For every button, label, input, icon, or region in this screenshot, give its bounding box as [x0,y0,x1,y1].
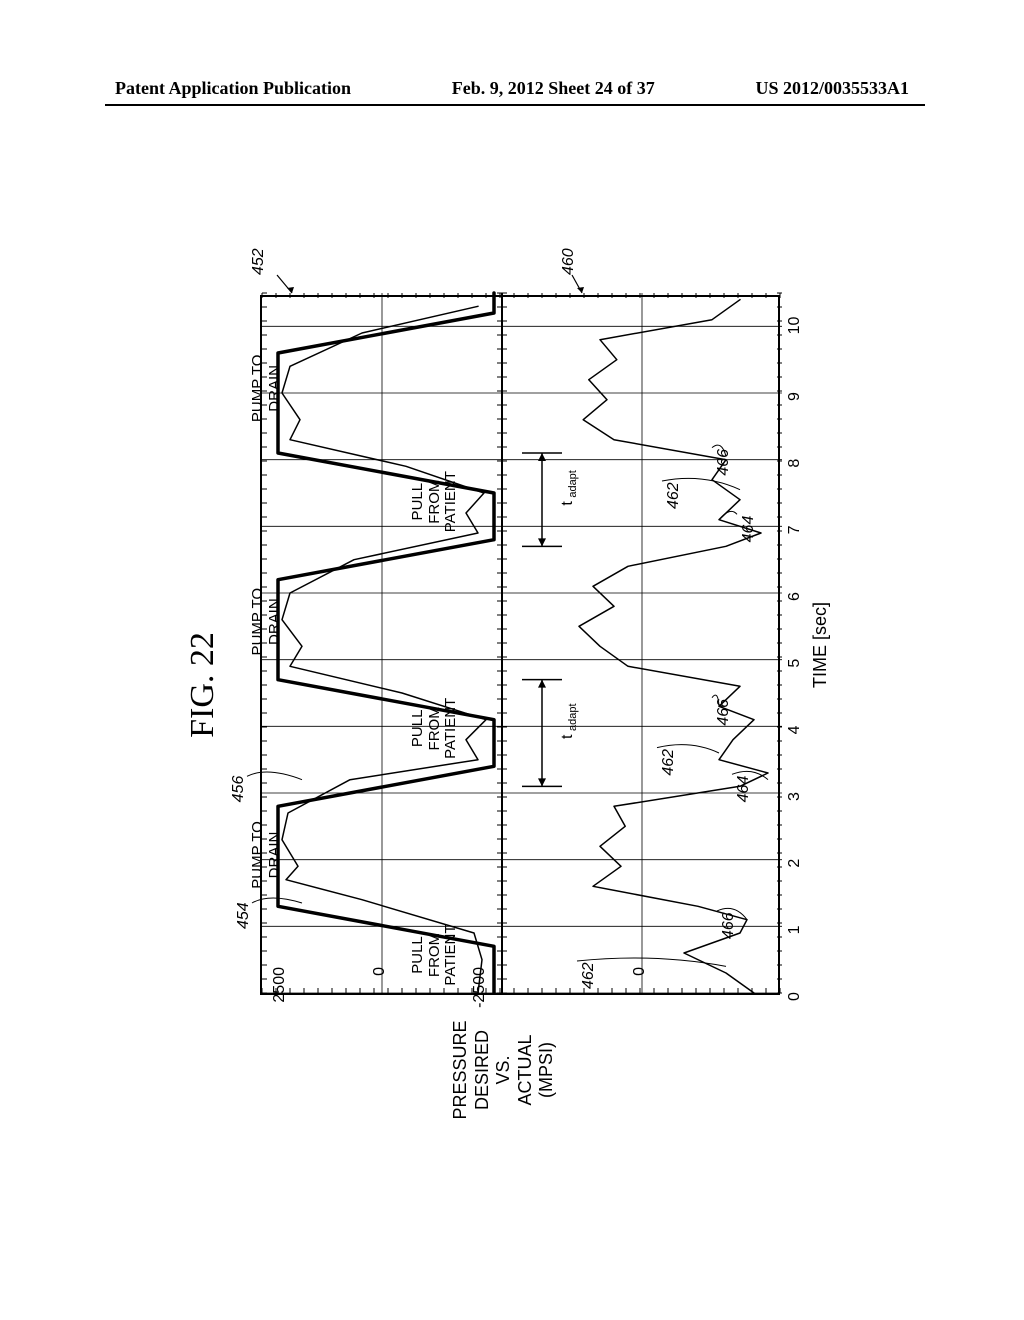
svg-text:adapt: adapt [567,470,579,498]
reference-numeral: 456 [230,776,248,803]
reference-numeral: 466 [715,699,733,726]
phase-label: PULL FROM PATIENT [410,915,460,995]
x-tick-label: 5 [786,659,804,668]
chart-box: PRESSUREDESIREDVS.ACTUAL(MPSI) tadapttad… [240,255,840,1115]
y-axis-label-line: (MPSI) [536,1015,558,1125]
reference-numeral: 466 [720,912,738,939]
x-tick-label: 4 [786,725,804,734]
svg-text:adapt: adapt [567,703,579,731]
y-tick-label: 2500 [271,967,289,1003]
y-axis-label-line: VS. [493,1015,515,1125]
y-tick-label: -2500 [471,967,489,1008]
reference-numeral: 464 [740,516,758,543]
x-tick-label: 0 [786,992,804,1001]
figure-rotated-container: FIG. 22 PRESSUREDESIREDVS.ACTUAL(MPSI) t… [0,173,1024,1197]
reference-numeral: 462 [580,962,598,989]
x-tick-label: 1 [786,925,804,934]
reference-numeral: 460 [560,248,578,275]
header-left: Patent Application Publication [115,78,351,99]
header-right: US 2012/0035533A1 [755,78,909,99]
x-tick-label: 10 [786,317,804,335]
phase-label: PULL FROM PATIENT [410,462,460,542]
y-axis-label-line: PRESSURE [450,1015,472,1125]
phase-label: PUMP TO DRAIN [250,815,283,895]
y-tick-label-bottom: 0 [631,967,649,976]
x-tick-label: 8 [786,459,804,468]
figure-title: FIG. 22 [184,255,222,1115]
phase-label: PULL FROM PATIENT [410,688,460,768]
phase-label: PUMP TO DRAIN [250,582,283,662]
y-axis-label: PRESSUREDESIREDVS.ACTUAL(MPSI) [450,1015,558,1125]
plot-frame: t adapt t adapt [260,295,780,995]
reference-numeral: 452 [250,248,268,275]
svg-text:t: t [559,734,576,739]
plot-svg: t adapt t adapt [262,293,782,993]
reference-numeral: 462 [665,482,683,509]
figure-inner: FIG. 22 PRESSUREDESIREDVS.ACTUAL(MPSI) t… [184,255,840,1115]
x-tick-label: 7 [786,525,804,534]
reference-numeral: 454 [235,902,253,929]
y-axis-label-line: ACTUAL [515,1015,537,1125]
reference-numeral: 466 [715,449,733,476]
y-tick-label: 0 [371,967,389,976]
page-header: Patent Application Publication Feb. 9, 2… [0,78,1024,99]
x-axis-label: TIME [sec] [810,295,831,995]
svg-text:t: t [559,501,576,506]
x-tick-label: 3 [786,792,804,801]
reference-numeral: 462 [660,749,678,776]
header-rule [105,104,925,106]
x-tick-label: 6 [786,592,804,601]
x-tick-label: 9 [786,392,804,401]
reference-numeral: 464 [735,776,753,803]
header-center: Feb. 9, 2012 Sheet 24 of 37 [452,78,655,99]
phase-label: PUMP TO DRAIN [250,348,283,428]
y-axis-label-line: DESIRED [472,1015,494,1125]
x-tick-label: 2 [786,859,804,868]
